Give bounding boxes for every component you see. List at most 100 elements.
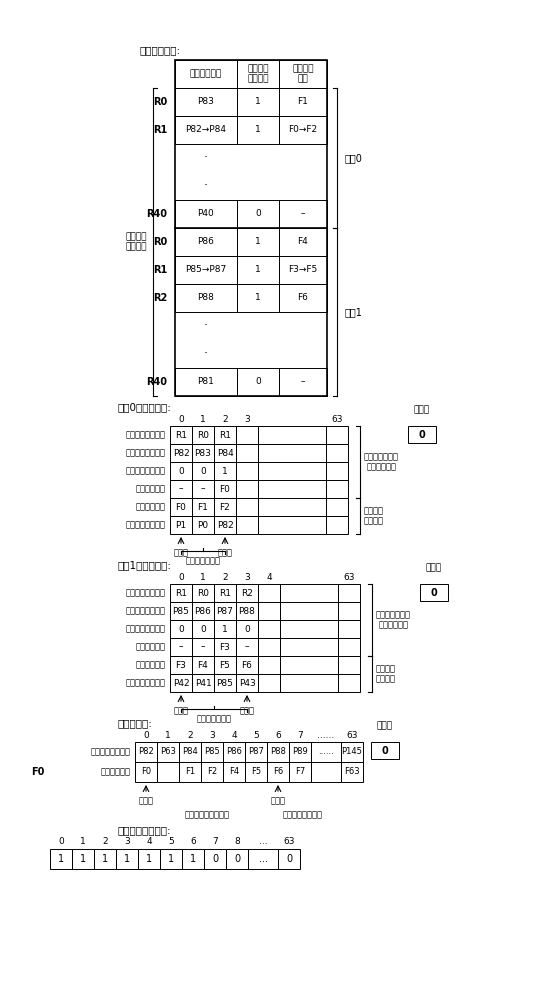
Text: –: – <box>201 485 205 493</box>
Text: F2: F2 <box>207 768 217 776</box>
Bar <box>192 656 214 674</box>
Text: P85: P85 <box>217 678 233 688</box>
Text: P84: P84 <box>217 448 233 458</box>
Bar <box>175 60 237 88</box>
Bar <box>214 426 236 444</box>
Bar <box>170 480 192 498</box>
Text: 飞行物理寄存器号: 飞行物理寄存器号 <box>126 448 166 458</box>
Bar <box>214 620 236 638</box>
Bar <box>175 368 237 396</box>
Bar <box>280 620 338 638</box>
Text: 满标志: 满标志 <box>414 405 430 414</box>
Text: R40: R40 <box>146 209 167 219</box>
Bar <box>245 742 267 762</box>
Text: P43: P43 <box>238 678 255 688</box>
Text: F5: F5 <box>219 660 230 670</box>
Bar <box>182 849 204 869</box>
Text: F0: F0 <box>175 502 186 512</box>
Text: R1: R1 <box>175 430 187 440</box>
Text: –: – <box>179 485 183 493</box>
Text: F1: F1 <box>198 502 209 512</box>
Bar <box>237 200 279 228</box>
Bar <box>170 426 192 444</box>
Bar <box>338 638 360 656</box>
Text: 逻辑寄存
器号索引: 逻辑寄存 器号索引 <box>125 232 147 252</box>
Text: F3→F5: F3→F5 <box>288 265 318 274</box>
Bar <box>258 638 280 656</box>
Text: 1: 1 <box>255 237 261 246</box>
Bar <box>192 498 214 516</box>
Text: 0: 0 <box>200 466 206 476</box>
Bar <box>279 116 327 144</box>
Bar <box>170 638 192 656</box>
Bar <box>289 742 311 762</box>
Bar <box>279 60 327 88</box>
Text: 线程1: 线程1 <box>345 307 363 317</box>
Text: P86: P86 <box>198 237 214 246</box>
Bar <box>326 498 348 516</box>
Text: 0: 0 <box>178 414 184 424</box>
Text: 2: 2 <box>187 730 193 740</box>
Bar <box>192 584 214 602</box>
Text: R0: R0 <box>153 97 167 107</box>
Bar <box>289 762 311 782</box>
Text: ·: · <box>204 151 208 164</box>
Text: 用于转移预测失
败或异常回退: 用于转移预测失 败或异常回退 <box>376 610 411 630</box>
Text: 1: 1 <box>255 294 261 302</box>
Text: F1: F1 <box>185 768 195 776</box>
Text: 63: 63 <box>343 572 355 582</box>
Bar <box>201 742 223 762</box>
Bar <box>338 674 360 692</box>
Text: 63: 63 <box>283 838 295 846</box>
Text: 飞行逻辑寄存器号: 飞行逻辑寄存器号 <box>126 588 166 597</box>
Text: P41: P41 <box>194 678 211 688</box>
Bar <box>214 444 236 462</box>
Text: 飞行记分
牌有效位: 飞行记分 牌有效位 <box>247 64 269 84</box>
Bar <box>236 426 258 444</box>
Text: ·: · <box>204 348 208 360</box>
Text: 0: 0 <box>178 624 184 634</box>
Bar <box>226 849 248 869</box>
Text: F3: F3 <box>175 660 186 670</box>
Text: 0: 0 <box>178 466 184 476</box>
Bar <box>236 444 258 462</box>
Text: –: – <box>301 210 305 219</box>
Text: F4: F4 <box>229 768 239 776</box>
Text: 5: 5 <box>253 730 259 740</box>
Text: F0: F0 <box>141 768 151 776</box>
Bar <box>223 742 245 762</box>
Bar <box>408 426 436 443</box>
Text: F6: F6 <box>242 660 252 670</box>
Bar <box>237 88 279 116</box>
Text: 尾指针: 尾指针 <box>138 796 154 805</box>
Text: F63: F63 <box>344 768 360 776</box>
Bar <box>371 742 399 759</box>
Text: 63: 63 <box>331 414 343 424</box>
Bar <box>192 516 214 534</box>
Text: P85: P85 <box>173 606 190 615</box>
Text: –: – <box>245 643 249 652</box>
Bar <box>236 516 258 534</box>
Text: P88: P88 <box>270 748 286 756</box>
Bar <box>192 426 214 444</box>
Text: 5: 5 <box>168 838 174 846</box>
Bar <box>279 228 327 256</box>
Text: 历史记分牌有效位: 历史记分牌有效位 <box>126 624 166 634</box>
Text: 头指针: 头指针 <box>270 796 286 805</box>
Bar <box>214 516 236 534</box>
Text: F1: F1 <box>298 98 308 106</box>
Bar <box>311 762 341 782</box>
Bar <box>258 620 280 638</box>
Text: R1: R1 <box>219 430 231 440</box>
Text: –: – <box>201 643 205 652</box>
Text: P85→P87: P85→P87 <box>185 265 226 274</box>
Text: F6: F6 <box>273 768 283 776</box>
Bar <box>116 849 138 869</box>
Text: 尾指针: 尾指针 <box>239 706 255 715</box>
Text: 2: 2 <box>222 414 228 424</box>
Text: 用于转移预测失
败或异常回退: 用于转移预测失 败或异常回退 <box>364 452 399 472</box>
Bar <box>170 498 192 516</box>
Bar <box>236 498 258 516</box>
Bar <box>258 426 326 444</box>
Bar <box>236 656 258 674</box>
